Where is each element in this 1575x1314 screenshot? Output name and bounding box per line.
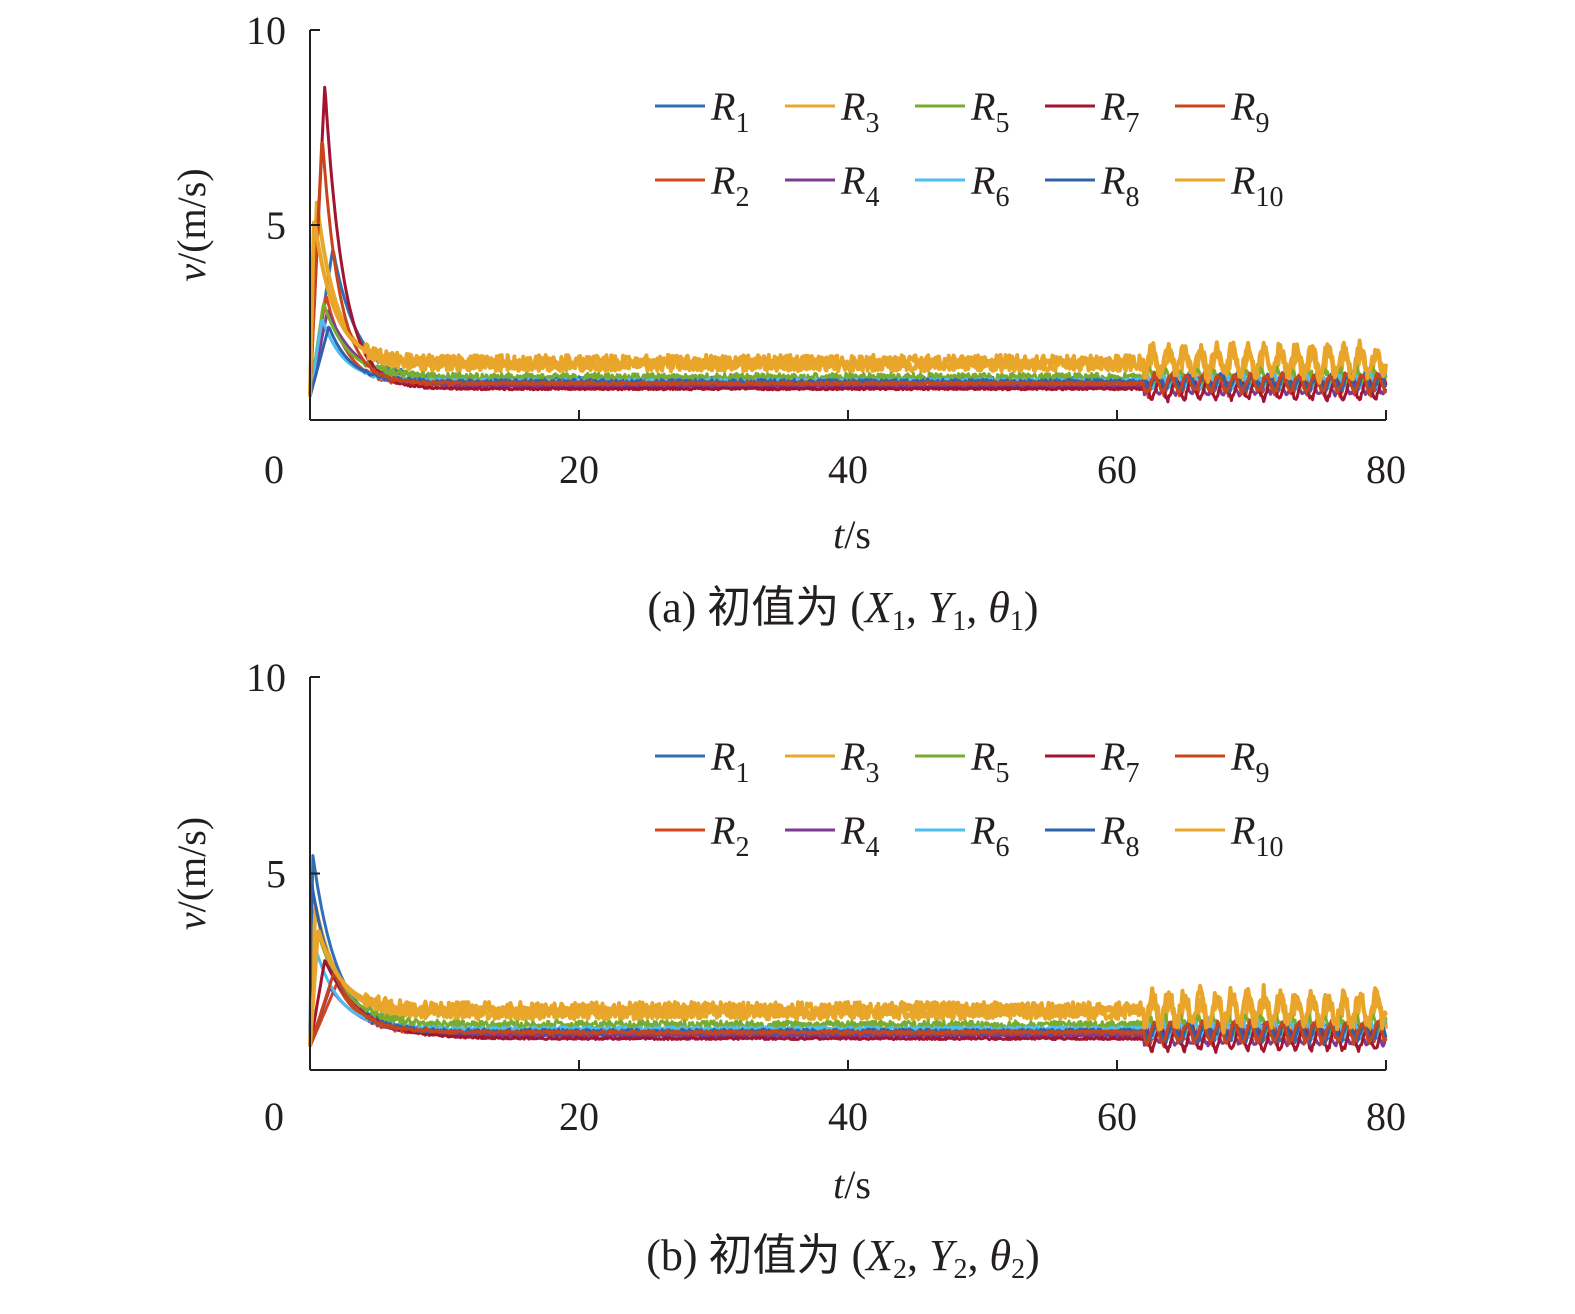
legend-item-r10: R10 bbox=[1175, 158, 1283, 213]
legend-item-r2: R2 bbox=[655, 808, 749, 863]
y-tick-label: 10 bbox=[246, 8, 286, 53]
series-line-r10 bbox=[308, 929, 1388, 1047]
x-tick-label: 80 bbox=[1366, 1094, 1406, 1139]
legend-item-r6: R6 bbox=[915, 808, 1009, 863]
plot-area bbox=[308, 854, 1388, 1054]
legend-item-r10: R10 bbox=[1175, 808, 1283, 863]
x-tick-label: 40 bbox=[828, 447, 868, 492]
x-tick-label: 0 bbox=[264, 1094, 284, 1139]
y-tick-label: 10 bbox=[246, 655, 286, 700]
x-tick-label: 80 bbox=[1366, 447, 1406, 492]
legend-item-r9: R9 bbox=[1175, 84, 1269, 139]
legend-item-r3: R3 bbox=[785, 734, 879, 789]
series-line-r10 bbox=[308, 220, 1388, 397]
legend-label: R5 bbox=[970, 734, 1009, 789]
legend-item-r6: R6 bbox=[915, 158, 1009, 213]
y-axis-label: v/(m/s) bbox=[169, 168, 214, 281]
x-tick-label: 60 bbox=[1097, 1094, 1137, 1139]
series-line-r4 bbox=[308, 309, 1388, 398]
legend-label: R10 bbox=[1230, 808, 1283, 863]
legend-label: R1 bbox=[710, 84, 749, 139]
x-axis-label: t/s bbox=[833, 512, 871, 557]
legend-label: R6 bbox=[970, 808, 1009, 863]
y-axis-label: v/(m/s) bbox=[169, 817, 214, 930]
legend-item-r1: R1 bbox=[655, 84, 749, 139]
legend-item-r4: R4 bbox=[785, 808, 879, 863]
x-tick-label: 20 bbox=[559, 1094, 599, 1139]
legend-item-r3: R3 bbox=[785, 84, 879, 139]
x-axis-label: t/s bbox=[833, 1162, 871, 1207]
legend-item-r5: R5 bbox=[915, 84, 1009, 139]
legend-item-r8: R8 bbox=[1045, 808, 1139, 863]
legend-item-r1: R1 bbox=[655, 734, 749, 789]
legend-label: R4 bbox=[840, 158, 879, 213]
legend-item-r9: R9 bbox=[1175, 734, 1269, 789]
legend-label: R9 bbox=[1230, 84, 1269, 139]
y-tick-label: 5 bbox=[266, 852, 286, 897]
x-tick-label: 20 bbox=[559, 447, 599, 492]
chart-caption: (a) 初值为 (X1, Y1, θ1) bbox=[647, 583, 1038, 637]
legend-item-r7: R7 bbox=[1045, 734, 1139, 789]
legend-item-r2: R2 bbox=[655, 158, 749, 213]
legend-label: R8 bbox=[1100, 808, 1139, 863]
chart-caption: (b) 初值为 (X2, Y2, θ2) bbox=[646, 1231, 1040, 1285]
legend-label: R8 bbox=[1100, 158, 1139, 213]
legend-label: R3 bbox=[840, 734, 879, 789]
chart-panel-b: 0 20 40 60 80 5 10 v/(m/s) t/s (b) 初值为 (X2, Y2, θ… bbox=[169, 655, 1406, 1285]
legend-label: R7 bbox=[1100, 734, 1139, 789]
chart-panel-a: 0 20 40 60 80 5 10 v/(m/s) t/s (a) 初值为 (X1, Y1, θ… bbox=[169, 8, 1406, 637]
x-tick-label: 60 bbox=[1097, 447, 1137, 492]
legend: R1 R2 R3 R4 R5 R6 R7 R8 R9 R10 bbox=[655, 84, 1283, 213]
legend-label: R9 bbox=[1230, 734, 1269, 789]
legend-item-r8: R8 bbox=[1045, 158, 1139, 213]
legend: R1 R2 R3 R4 R5 R6 R7 R8 R9 R10 bbox=[655, 734, 1283, 863]
legend-item-r5: R5 bbox=[915, 734, 1009, 789]
legend-label: R4 bbox=[840, 808, 879, 863]
legend-label: R7 bbox=[1100, 84, 1139, 139]
legend-label: R2 bbox=[710, 808, 749, 863]
legend-item-r7: R7 bbox=[1045, 84, 1139, 139]
y-tick-label: 5 bbox=[266, 203, 286, 248]
legend-label: R1 bbox=[710, 734, 749, 789]
plot-area bbox=[308, 85, 1388, 404]
x-tick-label: 40 bbox=[828, 1094, 868, 1139]
legend-label: R2 bbox=[710, 158, 749, 213]
legend-label: R6 bbox=[970, 158, 1009, 213]
legend-label: R5 bbox=[970, 84, 1009, 139]
series-line-r9 bbox=[308, 970, 1388, 1047]
legend-item-r4: R4 bbox=[785, 158, 879, 213]
legend-label: R3 bbox=[840, 84, 879, 139]
legend-label: R10 bbox=[1230, 158, 1283, 213]
x-tick-label: 0 bbox=[264, 447, 284, 492]
